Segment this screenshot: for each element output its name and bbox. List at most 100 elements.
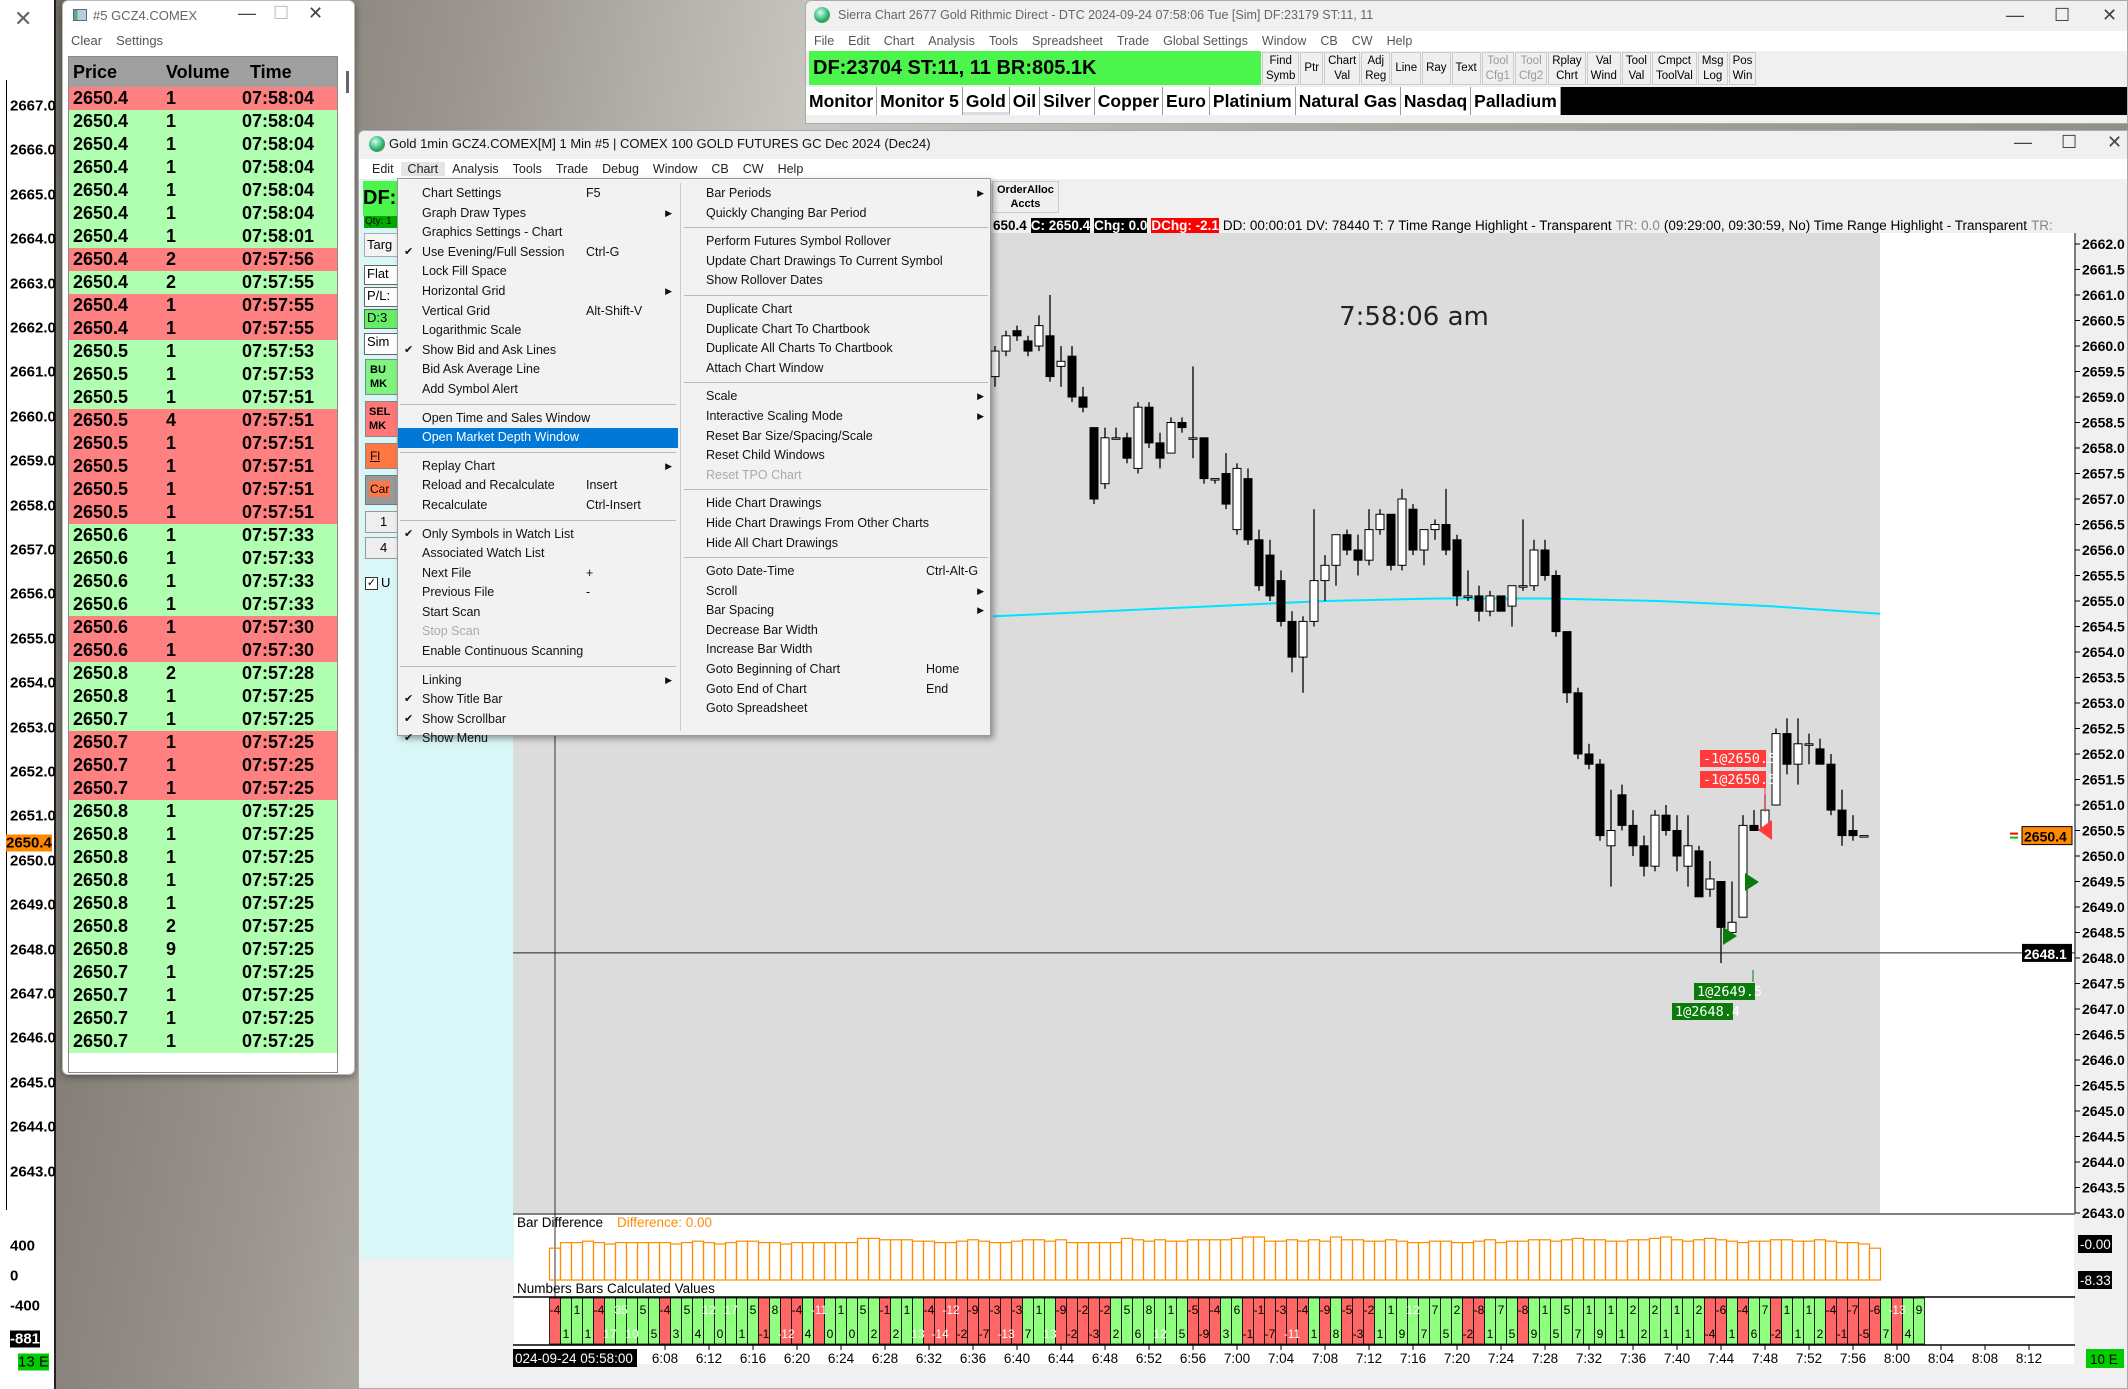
tab-copper[interactable]: Copper: [1094, 87, 1164, 115]
menu-tools[interactable]: Tools: [512, 162, 542, 176]
menu-item-duplicate-all-charts-to-chartbook[interactable]: Duplicate All Charts To Chartbook: [682, 339, 990, 359]
tab-nasdaq[interactable]: Nasdaq: [1400, 87, 1472, 115]
menu-chart[interactable]: Chart: [400, 162, 446, 176]
menu-item-show-rollover-dates[interactable]: Show Rollover Dates: [682, 271, 990, 291]
toolbar-button-ptr[interactable]: Ptr: [1300, 52, 1324, 85]
tab-oil[interactable]: Oil: [1009, 87, 1041, 115]
close-icon[interactable]: ✕: [14, 6, 33, 31]
menu-item-open-market-depth-window[interactable]: Open Market Depth Window: [398, 428, 678, 448]
menu-item-graph-draw-types[interactable]: Graph Draw Types ▶: [398, 204, 678, 224]
toolbar-button-cmpcttoolval[interactable]: Cmpct ToolVal: [1651, 52, 1697, 85]
close-icon[interactable]: ✕: [308, 3, 324, 23]
menu-item-next-file[interactable]: Next File +: [398, 564, 678, 584]
menu-item-duplicate-chart[interactable]: Duplicate Chart: [682, 300, 990, 320]
menu-item-increase-bar-width[interactable]: Increase Bar Width: [682, 640, 990, 660]
close-icon[interactable]: ✕: [2102, 5, 2118, 25]
toolbar-button-ray[interactable]: Ray: [1422, 52, 1451, 85]
checkbox[interactable]: ✓: [365, 577, 378, 590]
menu-debug[interactable]: Debug: [602, 162, 639, 176]
menu-item-enable-continuous-scanning[interactable]: Enable Continuous Scanning: [398, 642, 678, 662]
toolbar-button-chartval[interactable]: Chart Val: [1324, 52, 1361, 85]
menu-edit[interactable]: Edit: [372, 162, 394, 176]
menu-clear[interactable]: Clear: [71, 33, 103, 48]
column-volume[interactable]: Volume: [166, 61, 230, 82]
menu-item-interactive-scaling-mode[interactable]: Interactive Scaling Mode ▶: [682, 407, 990, 427]
menu-cb[interactable]: CB: [711, 162, 729, 176]
tab-silver[interactable]: Silver: [1040, 87, 1095, 115]
menu-item-graphics-settings-chart[interactable]: Graphics Settings - Chart: [398, 223, 678, 243]
menu-item-perform-futures-symbol-rollover[interactable]: Perform Futures Symbol Rollover: [682, 232, 990, 252]
menu-item-hide-all-chart-drawings[interactable]: Hide All Chart Drawings: [682, 534, 990, 554]
tab-palladium[interactable]: Palladium: [1471, 87, 1561, 115]
toolbar-button-toolcfg2[interactable]: Tool Cfg2: [1514, 52, 1548, 85]
menu-item-bid-ask-average-line[interactable]: Bid Ask Average Line: [398, 360, 678, 380]
menu-item-bar-periods[interactable]: Bar Periods ▶: [682, 184, 990, 204]
toolbar-button-line[interactable]: Line: [1391, 52, 1422, 85]
menu-item-hide-chart-drawings-from-other-charts[interactable]: Hide Chart Drawings From Other Charts: [682, 514, 990, 534]
menu-global-settings[interactable]: Global Settings: [1163, 34, 1248, 48]
menu-trade[interactable]: Trade: [1116, 34, 1150, 48]
menu-item-reload-and-recalculate[interactable]: Reload and Recalculate Insert: [398, 476, 678, 496]
menu-item-reset-tpo-chart[interactable]: Reset TPO Chart: [682, 466, 990, 486]
minimize-icon[interactable]: —: [2006, 5, 2024, 25]
menu-item-decrease-bar-width[interactable]: Decrease Bar Width: [682, 621, 990, 641]
menu-item-replay-chart[interactable]: Replay Chart ▶: [398, 457, 678, 477]
menu-item-linking[interactable]: Linking ▶: [398, 671, 678, 691]
tab-euro[interactable]: Euro: [1163, 87, 1210, 115]
menu-item-start-scan[interactable]: Start Scan: [398, 603, 678, 623]
menu-item-hide-chart-drawings[interactable]: Hide Chart Drawings: [682, 494, 990, 514]
toolbar-button-msglog[interactable]: Msg Log: [1697, 52, 1728, 85]
toolbar-button-findsymb[interactable]: Find Symb: [1262, 52, 1300, 85]
menu-analysis[interactable]: Analysis: [452, 162, 499, 176]
tab-natural-gas[interactable]: Natural Gas: [1295, 87, 1401, 115]
menu-item-lock-fill-space[interactable]: Lock Fill Space: [398, 262, 678, 282]
menu-settings[interactable]: Settings: [116, 33, 164, 48]
menu-item-goto-spreadsheet[interactable]: Goto Spreadsheet: [682, 699, 990, 719]
menu-spreadsheet[interactable]: Spreadsheet: [1032, 34, 1103, 48]
menu-item-reset-bar-size-spacing-scale[interactable]: Reset Bar Size/Spacing/Scale: [682, 427, 990, 447]
menu-item-show-scrollbar[interactable]: ✔ Show Scrollbar: [398, 710, 678, 730]
menu-item-scroll[interactable]: Scroll ▶: [682, 582, 990, 602]
toolbar-button-toolcfg1[interactable]: Tool Cfg1: [1481, 52, 1514, 85]
menu-edit[interactable]: Edit: [848, 34, 870, 48]
minimize-icon[interactable]: —: [2014, 132, 2032, 152]
menu-cb[interactable]: CB: [1320, 34, 1338, 48]
menu-item-open-time-and-sales-window[interactable]: Open Time and Sales Window: [398, 409, 678, 429]
toolbar-button-toolval[interactable]: Tool Val: [1621, 52, 1651, 85]
menu-item-goto-end-of-chart[interactable]: Goto End of Chart End: [682, 680, 990, 700]
menu-item-show-bid-and-ask-lines[interactable]: ✔ Show Bid and Ask Lines: [398, 341, 678, 361]
menu-file[interactable]: File: [814, 34, 835, 48]
minimize-icon[interactable]: —: [238, 3, 256, 23]
menu-item-reset-child-windows[interactable]: Reset Child Windows: [682, 446, 990, 466]
menu-item-goto-beginning-of-chart[interactable]: Goto Beginning of Chart Home: [682, 660, 990, 680]
tab-gold[interactable]: Gold: [962, 87, 1010, 115]
menu-analysis[interactable]: Analysis: [928, 34, 975, 48]
toolbar-button-adjreg[interactable]: Adj Reg: [1361, 52, 1391, 85]
menu-window[interactable]: Window: [652, 162, 698, 176]
close-icon[interactable]: ✕: [2107, 132, 2123, 152]
maximize-icon[interactable]: ☐: [2061, 132, 2078, 152]
menu-trade[interactable]: Trade: [555, 162, 589, 176]
menu-item-chart-settings[interactable]: Chart Settings F5: [398, 184, 678, 204]
scrollbar-thumb[interactable]: [346, 71, 349, 93]
menu-item-logarithmic-scale[interactable]: Logarithmic Scale: [398, 321, 678, 341]
menu-item-goto-date-time[interactable]: Goto Date-Time Ctrl-Alt-G: [682, 562, 990, 582]
menu-chart[interactable]: Chart: [883, 34, 915, 48]
menu-item-quickly-changing-bar-period[interactable]: Quickly Changing Bar Period: [682, 204, 990, 224]
toolbar-button-rplaychrt[interactable]: Rplay Chrt: [1548, 52, 1586, 85]
menu-item-recalculate[interactable]: Recalculate Ctrl-Insert: [398, 496, 678, 516]
menu-cw[interactable]: CW: [1351, 34, 1373, 48]
maximize-icon[interactable]: ☐: [273, 3, 290, 23]
toolbar-button-valwind[interactable]: Val Wind: [1586, 52, 1621, 85]
menu-item-bar-spacing[interactable]: Bar Spacing ▶: [682, 601, 990, 621]
menu-item-scale[interactable]: Scale ▶: [682, 387, 990, 407]
menu-window[interactable]: Window: [1261, 34, 1307, 48]
maximize-icon[interactable]: ☐: [2054, 5, 2071, 25]
tab-monitor-5[interactable]: Monitor 5: [877, 87, 963, 115]
menu-item-update-chart-drawings-to-current-symbol[interactable]: Update Chart Drawings To Current Symbol: [682, 252, 990, 272]
menu-item-use-evening-full-session[interactable]: ✔ Use Evening/Full Session Ctrl-G: [398, 243, 678, 263]
order-alloc-accts-button[interactable]: OrderAlloc Accts: [992, 181, 1059, 213]
menu-item-previous-file[interactable]: Previous File -: [398, 583, 678, 603]
tab-platinium[interactable]: Platinium: [1209, 87, 1296, 115]
toolbar-button-text[interactable]: Text: [1451, 52, 1481, 85]
